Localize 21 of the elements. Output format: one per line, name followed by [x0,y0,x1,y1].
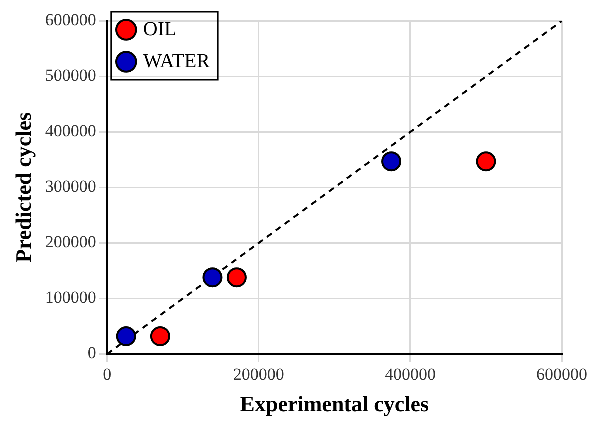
y-tick-label: 600000 [45,10,96,30]
y-tick-label: 300000 [45,177,96,196]
point [150,326,170,346]
y-tick-label: 100000 [45,288,96,308]
legend-label: OIL [143,18,177,40]
y-tick-label: 200000 [45,232,96,252]
x-tick-label: 600000 [536,364,588,384]
legend-label: WATER [143,50,211,72]
y-tick-label: 500000 [45,66,96,86]
x-axis-title: Experimental cycles [240,391,430,416]
point [476,152,496,172]
point [226,268,247,288]
y-tick-label: 400000 [45,122,96,141]
y-tick-label: 0 [88,344,96,363]
point [382,152,402,172]
x-tick-label: 0 [103,364,112,384]
x-tick-label: 200000 [233,364,284,384]
point [202,268,223,288]
y-axis-title: Predicted cycles [10,112,36,263]
x-tick-label: 400000 [384,364,436,384]
point [116,326,136,346]
